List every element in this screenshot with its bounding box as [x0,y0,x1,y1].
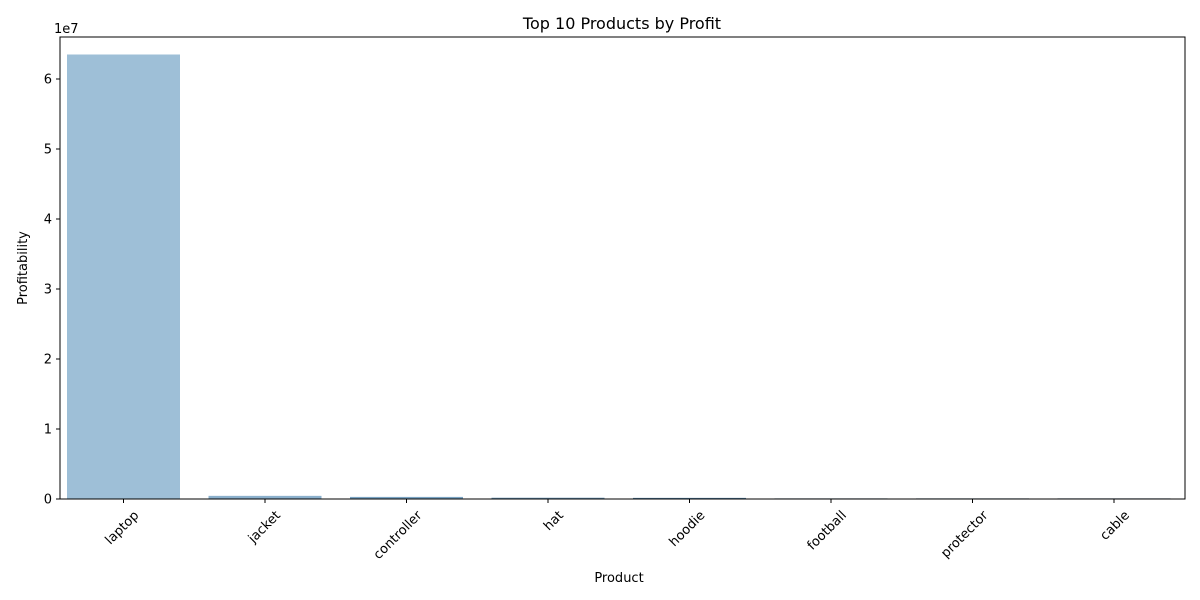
chart-title: Top 10 Products by Profit [522,14,721,33]
x-tick-label: cable [1097,508,1132,543]
y-tick-label: 5 [44,143,52,158]
y-tick-label: 6 [44,73,52,88]
bar-hat [491,497,605,499]
y-axis-ticks: 0 1 2 3 4 5 6 [44,73,60,508]
x-axis-label: Product [594,571,643,586]
x-axis-ticks: laptop jacket controller hat hoodie football p… [103,499,1133,563]
y-axis-offset-text: 1e7 [54,22,79,37]
bar-controller [350,496,463,499]
bar-jacket [208,495,322,499]
y-tick-label: 2 [44,353,52,368]
x-tick-label: hat [541,508,567,534]
x-tick-label: laptop [103,508,143,548]
y-tick-label: 1 [44,423,52,438]
x-tick-label: controller [371,508,426,563]
y-tick-label: 3 [44,283,52,298]
plot-frame [59,36,1186,500]
bar-hoodie [633,497,746,499]
plot-area: 0 1 2 3 4 5 6 laptop jacket controller hat hoodie f… [44,36,1186,563]
y-tick-label: 0 [44,493,52,508]
y-axis-label: Profitability [16,231,31,305]
bar-laptop [67,54,180,499]
x-tick-label: football [805,508,850,553]
x-tick-label: protector [938,508,991,561]
bars-group [67,54,1171,499]
y-tick-label: 4 [44,213,52,228]
x-tick-label: hoodie [667,508,709,550]
x-tick-label: jacket [245,508,284,547]
